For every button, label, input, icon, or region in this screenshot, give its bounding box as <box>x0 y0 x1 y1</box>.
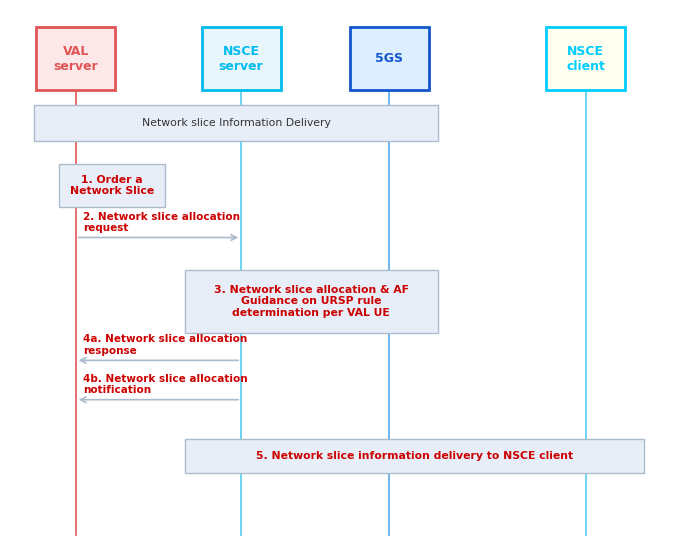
Text: 1. Order a
Network Slice: 1. Order a Network Slice <box>70 175 154 197</box>
Text: 4a. Network slice allocation
response: 4a. Network slice allocation response <box>83 334 247 356</box>
FancyBboxPatch shape <box>36 27 116 90</box>
FancyBboxPatch shape <box>185 270 438 333</box>
Text: 5GS: 5GS <box>376 52 403 65</box>
FancyBboxPatch shape <box>59 164 165 207</box>
FancyBboxPatch shape <box>201 27 281 90</box>
FancyBboxPatch shape <box>34 105 438 140</box>
FancyBboxPatch shape <box>546 27 625 90</box>
Text: NSCE
server: NSCE server <box>219 45 263 73</box>
Text: 5. Network slice information delivery to NSCE client: 5. Network slice information delivery to… <box>256 451 573 461</box>
FancyBboxPatch shape <box>185 439 644 473</box>
Text: NSCE
client: NSCE client <box>566 45 605 73</box>
Text: 4b. Network slice allocation
notification: 4b. Network slice allocation notificatio… <box>83 373 247 395</box>
Text: 2. Network slice allocation
request: 2. Network slice allocation request <box>83 211 240 233</box>
Text: VAL
server: VAL server <box>54 45 98 73</box>
FancyBboxPatch shape <box>349 27 429 90</box>
Text: 3. Network slice allocation & AF
Guidance on URSP rule
determination per VAL UE: 3. Network slice allocation & AF Guidanc… <box>214 285 409 318</box>
Text: Network slice Information Delivery: Network slice Information Delivery <box>141 118 331 128</box>
